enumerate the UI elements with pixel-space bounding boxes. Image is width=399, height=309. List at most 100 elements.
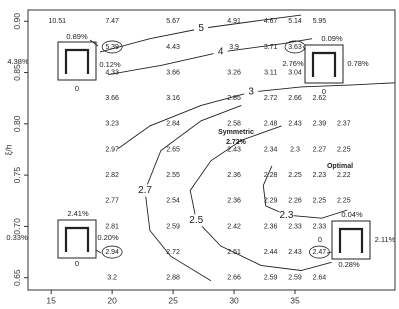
- contour-label-bg: [189, 214, 204, 227]
- value-label: 2.26: [288, 198, 302, 205]
- inset-label: 0.09%: [321, 34, 343, 43]
- inset-arrow: [326, 251, 333, 254]
- value-label: 2.48: [264, 121, 278, 128]
- value-label: 2.3: [290, 146, 300, 153]
- value-label: 2.77: [105, 198, 119, 205]
- value-label: 2.59: [264, 275, 278, 282]
- value-label: 2.72: [264, 95, 278, 102]
- inset-box: [57, 219, 97, 259]
- value-label: 2.66: [288, 95, 302, 102]
- annotation: Symmetric: [218, 129, 254, 136]
- value-label: 4.33: [105, 69, 119, 76]
- value-label: 2.22: [337, 172, 351, 179]
- x-tick-label: 20: [107, 295, 117, 305]
- value-label: 4.43: [166, 44, 180, 51]
- plot-frame: [27, 9, 396, 291]
- value-label: 2.25: [288, 172, 302, 179]
- inset-label: 0.28%: [338, 260, 360, 269]
- contour-label-bg: [213, 46, 228, 59]
- value-label: 2.94: [105, 249, 119, 256]
- value-label: 2.25: [313, 198, 327, 205]
- value-label: 2.47: [313, 249, 327, 256]
- value-label: 2.37: [337, 121, 351, 128]
- inset-label: 0: [318, 235, 322, 244]
- x-tick-label: 35: [290, 295, 300, 305]
- value-label: 2.58: [227, 121, 241, 128]
- contour-label-bg: [138, 184, 153, 197]
- inset-label: 2.41%: [67, 209, 89, 218]
- contour-line: [262, 165, 348, 219]
- value-label: 2.82: [105, 172, 119, 179]
- annotation: Optimal: [327, 163, 353, 170]
- inset-arrow: [95, 249, 102, 254]
- value-label: 2.33: [313, 223, 327, 230]
- inset-label: 0: [75, 259, 79, 268]
- value-label: 7.47: [105, 18, 119, 25]
- value-label: 2.33: [288, 223, 302, 230]
- circle-marker: [101, 40, 123, 54]
- value-label: 2.39: [313, 121, 327, 128]
- y-tick-label: 0.90: [12, 13, 22, 30]
- y-tick-label: 0.70: [12, 218, 22, 235]
- value-label: 5.39: [105, 44, 119, 51]
- value-label: 2.44: [264, 249, 278, 256]
- contour-label: 5: [198, 23, 204, 34]
- value-label: 2.28: [264, 172, 278, 179]
- y-axis-label: ξ/h: [3, 144, 13, 155]
- inset-profile: [64, 226, 90, 252]
- value-label: 2.55: [166, 172, 180, 179]
- value-label: 2.59: [288, 275, 302, 282]
- contour-label: 4: [218, 47, 224, 58]
- inset-label: 0.04%: [341, 210, 363, 219]
- value-label: 2.43: [288, 249, 302, 256]
- inset-label: 0.78%: [347, 59, 369, 68]
- value-label: 5.14: [288, 18, 302, 25]
- value-label: 2.34: [264, 146, 278, 153]
- inset-box: [57, 41, 97, 81]
- value-label: 2.25: [337, 198, 351, 205]
- value-label: 5.95: [313, 18, 327, 25]
- y-tick-label: 0.65: [12, 269, 22, 286]
- value-label: 2.59: [166, 223, 180, 230]
- inset-profile: [311, 51, 337, 77]
- inset-profile: [338, 227, 364, 253]
- value-label: 2.65: [166, 146, 180, 153]
- inset-arrow: [302, 45, 306, 51]
- y-tick-label: 0.85: [12, 64, 22, 81]
- value-label: 3.9: [229, 44, 239, 51]
- value-label: 2.25: [337, 146, 351, 153]
- inset-label: 0.12%: [99, 60, 121, 69]
- circle-marker: [309, 245, 330, 259]
- value-label: 3.04: [288, 69, 302, 76]
- inset-label: 4.38%: [7, 57, 29, 66]
- x-tick-label: 30: [229, 295, 239, 305]
- value-label: 3.66: [105, 95, 119, 102]
- value-label: 2.62: [313, 95, 327, 102]
- value-label: 2.88: [166, 275, 180, 282]
- value-label: 2.66: [227, 275, 241, 282]
- value-label: 10.51: [48, 18, 66, 25]
- value-label: 4.67: [264, 18, 278, 25]
- value-label: 3.16: [166, 95, 180, 102]
- contour-line: [108, 38, 313, 76]
- value-label: 2.43: [288, 121, 302, 128]
- value-label: 2.64: [313, 275, 327, 282]
- value-label: 3.63: [288, 44, 302, 51]
- inset-box: [304, 44, 344, 84]
- inset-label: 0.20%: [97, 233, 119, 242]
- value-label: 2.43: [227, 146, 241, 153]
- value-label: 3.23: [105, 121, 119, 128]
- value-label: 2.72: [166, 249, 180, 256]
- inset-box: [331, 220, 371, 260]
- value-label: 3.66: [166, 69, 180, 76]
- value-label: 2.23: [313, 172, 327, 179]
- contour-label: 2.7: [138, 185, 152, 196]
- inset-label: 0.89%: [66, 32, 88, 41]
- contour-line: [189, 125, 332, 271]
- contour-label-bg: [279, 209, 294, 222]
- annotation: 2.72%: [226, 139, 247, 146]
- value-label: 2.36: [264, 223, 278, 230]
- contour-label-bg: [244, 86, 259, 99]
- value-label: 2.29: [264, 198, 278, 205]
